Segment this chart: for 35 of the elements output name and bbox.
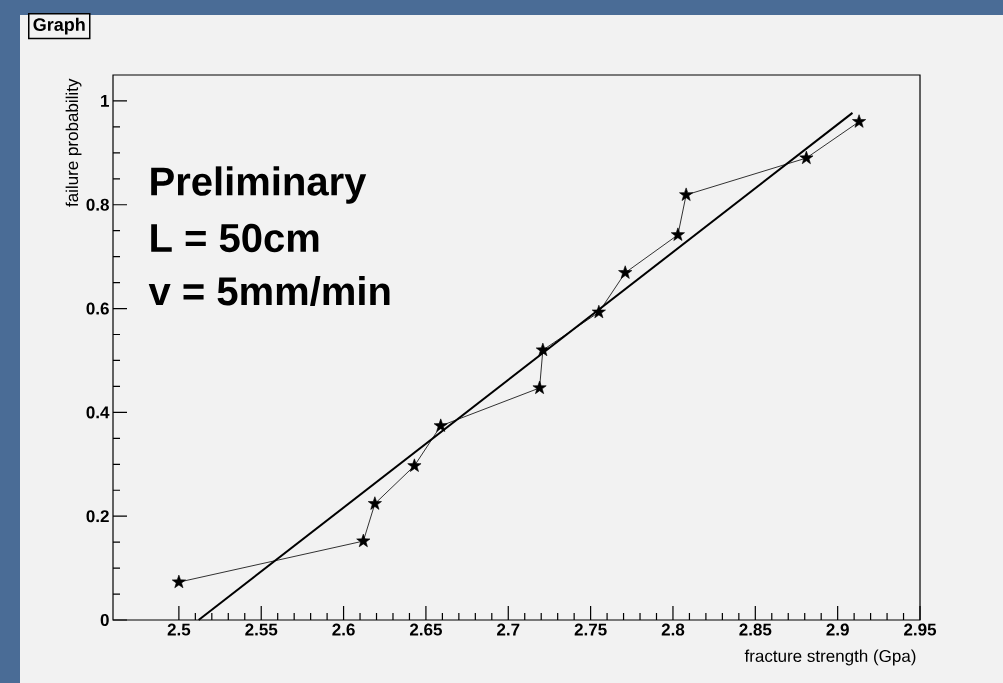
y-tick-label: 0.8 [86,198,109,211]
x-tick-label: 2.55 [245,623,278,636]
y-tick-label: 0 [100,613,109,627]
annotation: v = 5mm/min [148,276,390,306]
point [799,150,814,164]
annotation: Preliminary [151,166,367,204]
x-tick-label: 2.6 [332,623,355,636]
point [591,304,606,319]
point [618,265,633,279]
x-axis-title: fracture strength (Gpa) [744,649,916,666]
point [367,496,382,510]
x-tick-label: 2.9 [826,623,849,636]
point [670,227,685,241]
point [532,380,547,394]
point [356,533,371,548]
point [535,342,550,357]
y-axis-title: failure probability [65,78,82,207]
x-tick-label: 2.8 [661,623,685,636]
annotation: L = 50cm [151,223,319,253]
y-tick-label: 0.2 [86,510,109,523]
point [852,114,867,128]
x-tick-label: 2.75 [574,623,607,636]
point [679,187,694,201]
point [171,574,186,589]
y-tick-label: 1 [101,95,109,107]
y-tick-label: 0.4 [86,406,110,419]
x-tick-label: 2.5 [167,623,191,636]
x-tick-label: 2.85 [739,623,772,636]
x-tick-label: 2.95 [904,623,937,636]
point [433,418,448,432]
point [407,458,422,472]
chart-title: Graph [33,17,85,35]
x-tick-label: 2.65 [409,623,442,636]
x-tick-label: 2.7 [497,623,520,636]
y-tick-label: 0.6 [86,302,109,315]
